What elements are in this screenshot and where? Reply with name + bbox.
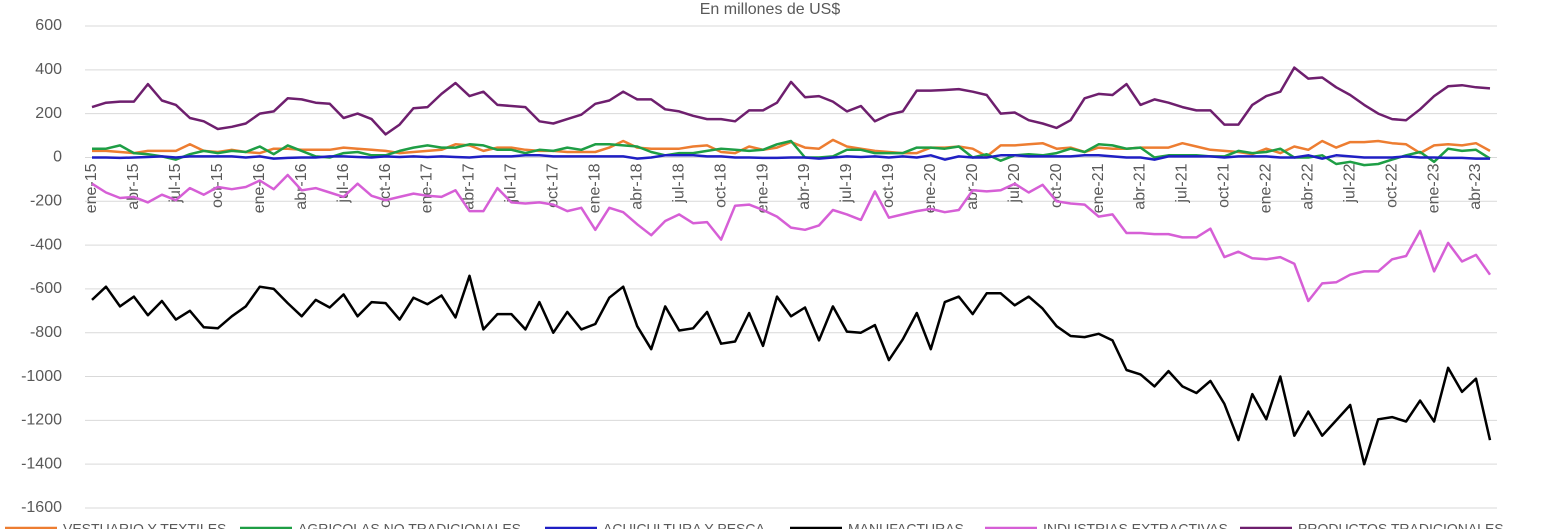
x-tick-label: jul-18 <box>670 163 687 203</box>
x-tick-label: oct-15 <box>209 163 226 208</box>
x-tick-label: oct-22 <box>1383 163 1400 208</box>
x-tick-label: oct-19 <box>880 163 897 208</box>
y-tick-label: -400 <box>30 236 62 253</box>
x-tick-label: ene-18 <box>586 163 603 213</box>
x-tick-label: oct-18 <box>712 163 729 208</box>
y-tick-label: 600 <box>35 17 62 34</box>
x-tick-label: ene-21 <box>1090 163 1107 213</box>
x-tick-label: oct-16 <box>377 163 394 208</box>
x-tick-label: abr-21 <box>1132 163 1149 209</box>
series-line <box>91 274 1492 466</box>
x-tick-label: oct-17 <box>545 163 562 208</box>
x-tick-label: jul-15 <box>167 163 184 203</box>
x-tick-label: abr-22 <box>1299 163 1316 209</box>
x-tick-label: ene-22 <box>1258 163 1275 213</box>
x-tick-label: ene-17 <box>419 163 436 213</box>
y-tick-label: -1000 <box>21 368 62 385</box>
y-tick-label: 400 <box>35 61 62 78</box>
y-tick-label: -800 <box>30 324 62 341</box>
x-tick-label: abr-18 <box>628 163 645 209</box>
series-line <box>91 66 1491 136</box>
series-line <box>92 154 1490 161</box>
x-tick-label: jul-21 <box>1174 163 1191 203</box>
legend-label: INDUSTRIAS EXTRACTIVAS <box>1043 521 1228 529</box>
x-tick-label: abr-15 <box>125 163 142 209</box>
x-tick-label: oct-21 <box>1216 163 1233 208</box>
x-tick-label: abr-23 <box>1467 163 1484 209</box>
x-tick-label: ene-19 <box>754 163 771 213</box>
x-tick-label: jul-17 <box>503 163 520 203</box>
series-line <box>91 173 1492 303</box>
x-tick-label: ene-16 <box>251 163 268 213</box>
legend-label: MANUFACTURAS <box>848 521 964 529</box>
y-tick-label: -600 <box>30 280 62 297</box>
x-tick-label: abr-20 <box>964 163 981 209</box>
y-tick-label: -1600 <box>21 499 62 516</box>
y-tick-label: -200 <box>30 192 62 209</box>
chart-title: En millones de US$ <box>700 1 841 18</box>
y-tick-label: -1200 <box>21 412 62 429</box>
legend-label: ACUICULTURA Y PESCA <box>603 521 765 529</box>
legend-label: AGRICOLAS NO TRADICIONALES <box>298 521 521 529</box>
y-tick-label: 0 <box>53 149 62 166</box>
x-tick-label: jul-22 <box>1341 163 1358 203</box>
x-tick-label: ene-20 <box>922 163 939 213</box>
x-tick-label: abr-16 <box>293 163 310 209</box>
x-tick-label: ene-23 <box>1425 163 1442 213</box>
x-tick-label: ene-15 <box>83 163 100 213</box>
x-tick-label: abr-19 <box>796 163 813 209</box>
legend-label: VESTUARIO Y TEXTILES <box>63 521 226 529</box>
legend-label: PRODUCTOS TRADICIONALES <box>1298 521 1504 529</box>
y-tick-label: 200 <box>35 105 62 122</box>
y-tick-label: -1400 <box>21 455 62 472</box>
x-tick-label: abr-17 <box>461 163 478 209</box>
x-tick-label: jul-19 <box>838 163 855 203</box>
